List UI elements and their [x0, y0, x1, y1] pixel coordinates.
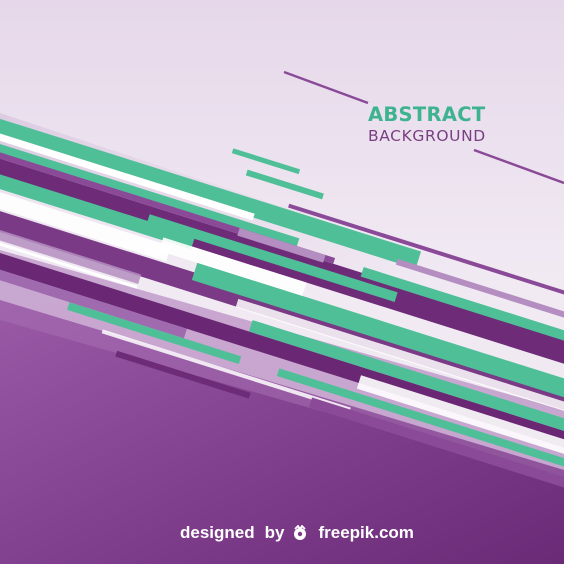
stripe-purple [288, 203, 564, 298]
stripe-white [0, 155, 172, 262]
credit-prefix: designed [180, 523, 255, 542]
heading-title: ABSTRACT [368, 103, 486, 126]
stripe-green [67, 302, 242, 364]
stripe-white [235, 298, 564, 422]
stripe-green [0, 83, 422, 269]
stripe-green [360, 267, 564, 355]
stripe-green [191, 262, 564, 407]
accent-line [283, 70, 369, 105]
freepik-logo-icon [292, 525, 308, 541]
stripe-purple [237, 227, 326, 263]
stripe-white [0, 99, 255, 221]
designer-credit[interactable]: designed by freepik.com [180, 523, 414, 543]
stripe-white [159, 237, 307, 296]
stripe-purple [0, 268, 187, 339]
stripe-green [276, 368, 564, 473]
stripe-green [146, 214, 398, 302]
accent-line [473, 148, 564, 185]
stripe-white [0, 207, 138, 289]
stripe-green [0, 112, 300, 247]
stripe-purple [0, 202, 142, 285]
stripe-white [356, 375, 564, 461]
stripe-white [101, 329, 351, 412]
credit-by: by [264, 523, 285, 542]
stripe-purple [0, 119, 336, 264]
stripe-purple [395, 258, 564, 337]
heading-subtitle: BACKGROUND [368, 126, 486, 145]
stripe-purple [309, 397, 564, 492]
stripe-green [248, 320, 564, 440]
stripe-green [0, 136, 196, 250]
stripe-group [0, 83, 564, 492]
stripe-purple [115, 350, 251, 399]
credit-brand-link[interactable]: freepik.com [318, 523, 414, 542]
stripe-green [245, 169, 324, 200]
heading: ABSTRACT BACKGROUND [368, 105, 486, 144]
purple-field [0, 300, 564, 564]
stripe-green [231, 148, 301, 175]
